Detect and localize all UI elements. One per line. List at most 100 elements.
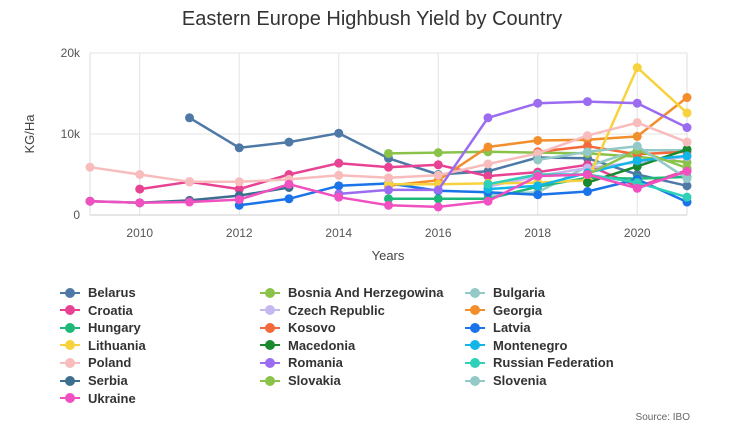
data-point-latvia[interactable] [583,187,592,197]
data-point-poland[interactable] [632,118,642,128]
legend-item-kosovo[interactable]: Kosovo [260,319,336,336]
data-point-russian-federation[interactable] [682,192,692,202]
legend-swatch-icon [465,321,485,335]
data-point-montenegro[interactable] [632,156,642,166]
legend-swatch-icon [465,374,485,388]
data-point-poland[interactable] [135,170,145,179]
legend-item-lithuania[interactable]: Lithuania [60,337,146,354]
data-point-croatia[interactable] [234,184,244,194]
data-point-bosnia-and-herzegowina[interactable] [433,148,443,158]
data-point-ukraine[interactable] [85,196,95,206]
legend-label: Latvia [493,320,531,336]
legend-label: Croatia [88,302,133,318]
data-point-slovenia[interactable] [583,147,592,157]
data-point-bosnia-and-herzegowina[interactable] [384,148,393,158]
legend-item-hungary[interactable]: Hungary [60,319,141,336]
legend-item-poland[interactable]: Poland [60,354,131,371]
data-point-montenegro[interactable] [533,181,543,191]
data-point-poland[interactable] [85,162,95,172]
data-point-romania[interactable] [682,123,692,133]
data-point-ukraine[interactable] [682,166,692,176]
legend-item-romania[interactable]: Romania [260,354,343,371]
data-point-poland[interactable] [583,131,592,141]
data-point-slovenia[interactable] [682,174,692,184]
data-point-montenegro[interactable] [682,151,692,161]
legend-swatch-icon [465,356,485,370]
legend-item-montenegro[interactable]: Montenegro [465,337,567,354]
data-point-georgia[interactable] [682,93,692,103]
legend-item-czech-republic[interactable]: Czech Republic [260,302,385,319]
chart-title: Eastern Europe Highbush Yield by Country [181,8,563,30]
data-point-poland[interactable] [384,173,393,183]
legend-item-bulgaria[interactable]: Bulgaria [465,284,545,301]
data-point-croatia[interactable] [433,160,443,170]
data-point-poland[interactable] [185,177,194,187]
data-point-croatia[interactable] [483,171,493,181]
data-point-poland[interactable] [483,159,493,169]
legend-label: Georgia [493,302,543,318]
data-point-georgia[interactable] [632,131,642,141]
data-point-georgia[interactable] [483,142,493,152]
data-point-romania[interactable] [384,185,393,195]
data-point-macedonia[interactable] [682,144,692,154]
legend-swatch-icon [60,321,80,335]
data-point-ukraine[interactable] [284,179,294,189]
legend-item-croatia[interactable]: Croatia [60,302,133,319]
series-ukraine [85,166,692,212]
data-point-latvia[interactable] [334,181,344,191]
data-point-ukraine[interactable] [185,197,194,207]
data-point-macedonia[interactable] [583,178,592,188]
data-point-romania[interactable] [632,98,642,108]
legend-item-macedonia[interactable]: Macedonia [260,337,355,354]
legend-item-russian-federation[interactable]: Russian Federation [465,354,614,371]
legend-item-ukraine[interactable]: Ukraine [60,390,136,407]
data-point-slovenia[interactable] [632,141,642,151]
data-point-ukraine[interactable] [533,171,543,181]
legend-item-slovakia[interactable]: Slovakia [260,372,341,389]
legend-item-georgia[interactable]: Georgia [465,302,542,319]
data-point-belarus[interactable] [284,137,294,147]
legend-item-bosnia-and-herzegowina[interactable]: Bosnia And Herzegowina [260,284,444,301]
data-point-belarus[interactable] [682,181,692,191]
data-point-poland[interactable] [433,170,443,180]
data-point-poland[interactable] [334,170,344,180]
data-point-ukraine[interactable] [632,183,642,193]
data-point-hungary[interactable] [433,194,443,204]
axis-layer: 0 10k 20k 2010 2012 2014 2016 2018 2020 [61,46,688,240]
data-point-romania[interactable] [483,113,493,123]
data-point-ukraine[interactable] [234,195,244,205]
data-point-georgia[interactable] [533,135,543,145]
data-point-ukraine[interactable] [433,202,443,212]
data-point-ukraine[interactable] [135,198,145,208]
data-point-belarus[interactable] [185,113,194,123]
data-point-lithuania[interactable] [682,108,692,118]
data-point-poland[interactable] [533,148,543,158]
data-point-belarus[interactable] [234,143,244,153]
data-point-russian-federation[interactable] [483,179,493,189]
data-point-ukraine[interactable] [483,196,493,206]
data-point-ukraine[interactable] [334,192,344,202]
legend-swatch-icon [60,286,80,300]
data-point-ukraine[interactable] [384,200,393,210]
data-point-croatia[interactable] [334,158,344,168]
legend-item-latvia[interactable]: Latvia [465,319,531,336]
data-point-hungary[interactable] [384,194,393,204]
data-point-croatia[interactable] [384,162,393,172]
data-point-poland[interactable] [682,137,692,147]
data-point-belarus[interactable] [334,128,344,138]
legend-item-serbia[interactable]: Serbia [60,372,128,389]
data-point-ukraine[interactable] [583,170,592,179]
data-point-latvia[interactable] [533,190,543,200]
data-point-lithuania[interactable] [632,63,642,73]
data-point-romania[interactable] [533,98,543,108]
data-point-latvia[interactable] [284,194,294,204]
data-point-croatia[interactable] [135,184,145,194]
legend-item-slovenia[interactable]: Slovenia [465,372,546,389]
data-point-romania[interactable] [433,185,443,195]
data-point-slovenia[interactable] [533,155,543,165]
data-point-poland[interactable] [234,177,244,187]
legend-swatch-icon [60,356,80,370]
data-point-romania[interactable] [583,97,592,107]
legend-item-belarus[interactable]: Belarus [60,284,136,301]
series-line-slovenia [537,144,688,180]
